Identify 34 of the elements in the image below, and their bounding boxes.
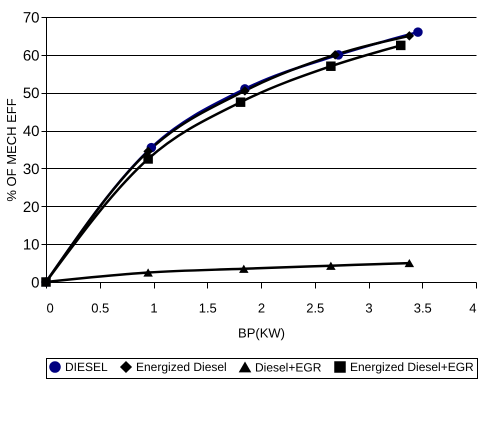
point [404,258,414,268]
x-tick-label: 3 [365,300,373,316]
x-tick-label: 2 [258,300,266,316]
y-tick-label: 0 [31,274,40,292]
legend-label: DIESEL [65,360,108,374]
point [143,268,153,277]
x-tick-label: 0.5 [91,300,110,316]
point [239,264,249,273]
x-tick-label: 1 [150,300,158,316]
y-axis-title: % OF MECH EFF [4,98,19,202]
legend-label: Diesel+EGR [255,360,322,374]
legend-label: Energized Diesel+EGR [350,360,474,374]
point [143,154,153,164]
legend-label: Energized Diesel [136,360,227,374]
point [326,262,336,270]
point [413,27,423,37]
y-tick-label: 10 [22,236,40,254]
point [236,97,246,107]
y-tick-label: 50 [22,85,40,102]
x-tick-label: 2.5 [306,300,324,316]
y-tick-label: 30 [22,160,40,178]
point [326,61,336,71]
x-axis-title: BP(KW) [238,326,285,340]
x-tick-label: 3.5 [414,300,432,316]
point [330,50,340,60]
y-tick-label: 60 [22,47,40,64]
y-tick-label: 20 [22,198,40,216]
x-tick-label: 1.5 [198,300,217,316]
y-tick-label: 40 [22,123,40,140]
point [396,40,406,50]
point [404,31,414,41]
x-tick-label: 0 [46,300,54,316]
x-tick-label: 4 [469,300,476,316]
y-tick-label: 70 [22,10,40,26]
